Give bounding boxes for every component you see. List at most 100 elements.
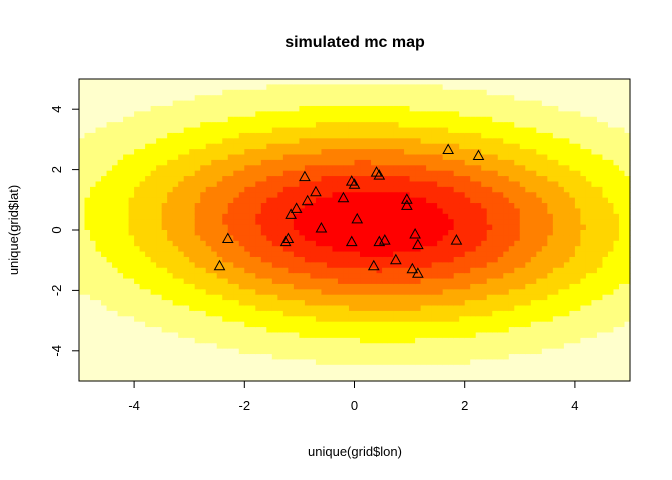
heat-cell [437,111,444,118]
heat-cell [371,224,378,231]
heat-cell [139,273,146,280]
heat-cell [172,127,179,134]
heat-cell [211,251,218,258]
heat-cell [216,283,223,290]
heat-cell [514,213,521,220]
heat-cell [326,100,334,107]
heat-cell [167,310,174,317]
heat-cell [106,283,113,290]
heat-cell [211,273,218,280]
heat-cell [183,143,190,150]
heat-cell [304,230,312,236]
heat-cell [360,246,367,253]
heat-cell [464,203,471,210]
heat-cell [415,122,422,129]
heat-cell [470,310,477,317]
heat-cell [271,354,278,361]
heat-cell [156,127,163,134]
heat-cell [541,165,548,172]
heat-cell [420,332,427,339]
heat-cell [277,122,284,129]
heat-cell [227,116,234,123]
heat-cell [260,143,267,150]
heat-cell [475,289,482,296]
heat-cell [161,132,168,139]
heat-cell [260,219,267,226]
heat-cell [376,230,383,236]
heat-cell [183,79,190,85]
heat-cell [183,300,190,307]
heat-cell [112,321,119,328]
heat-cell [525,95,532,102]
heat-cell [393,327,400,334]
heat-cell [508,122,515,129]
heat-cell [101,364,108,371]
heat-cell [205,170,212,177]
heat-cell [255,127,262,134]
heat-cell [266,310,273,317]
heat-cell [536,256,543,263]
heat-cell [354,154,361,161]
heat-cell [304,240,312,247]
heat-cell [183,84,190,91]
heat-cell [134,95,141,102]
heat-cell [150,100,157,107]
heat-cell [343,332,350,339]
heat-cell [271,186,278,193]
heat-cell [530,181,537,188]
heat-cell [260,138,267,145]
heat-cell [371,105,378,112]
heat-cell [503,283,510,290]
heat-cell [211,246,218,253]
heat-cell [415,197,422,204]
heat-cell [139,165,146,172]
heat-cell [315,219,323,226]
heat-cell [552,251,559,258]
heat-cell [431,143,438,150]
heat-cell [172,197,179,204]
heat-cell [95,127,102,134]
heat-cell [211,143,218,150]
heat-cell [178,127,185,134]
heat-cell [437,321,444,328]
heat-cell [437,316,444,323]
heat-cell [343,337,350,344]
heat-cell [277,240,284,247]
heat-cell [426,181,433,188]
heat-cell [459,105,466,112]
heat-cell [227,262,234,269]
heat-cell [525,273,532,280]
heat-cell [492,176,499,183]
heat-cell [244,192,251,199]
heat-cell [205,132,212,139]
heat-cell [552,79,559,85]
heat-cell [79,235,86,242]
heat-cell [321,138,328,145]
heat-cell [492,256,499,263]
heat-cell [453,208,460,215]
heat-cell [172,375,179,382]
heat-cell [431,100,438,107]
heat-cell [321,321,328,328]
heat-cell [503,219,510,226]
heat-cell [536,327,543,334]
heat-cell [106,240,113,247]
heat-cell [282,332,289,339]
heat-cell [404,262,411,269]
heat-cell [337,273,345,280]
heat-cell [337,240,345,247]
heat-cell [260,310,267,317]
heat-cell [348,213,356,220]
heat-cell [211,375,218,382]
heat-cell [563,208,570,215]
heat-cell [508,213,515,220]
heat-cell [558,256,565,263]
heat-cell [282,305,289,312]
heat-cell [238,192,245,199]
heat-cell [415,337,422,344]
heat-cell [508,219,515,226]
heat-cell [249,251,256,258]
heat-cell [84,111,91,118]
heat-cell [315,122,323,129]
heat-cell [238,370,245,377]
